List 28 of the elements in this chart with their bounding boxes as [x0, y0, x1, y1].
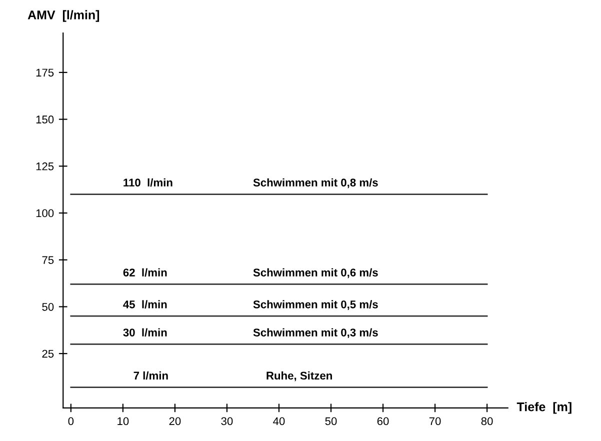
annotation: Schwimmen mit 0,6 m/s [253, 268, 378, 278]
annotation: 30 l/min [123, 328, 167, 337]
annotation: Schwimmen mit 0,5 m/s [253, 300, 378, 310]
x-tick-label: 40 [273, 417, 285, 426]
x-tick-label: 70 [429, 417, 441, 426]
y-tick-label: 175 [36, 68, 54, 77]
x-tick-label: 20 [169, 417, 181, 426]
annotation: 45 l/min [123, 300, 167, 308]
annotation: 110 l/min [124, 178, 172, 187]
y-tick-label: 100 [36, 209, 54, 218]
annotation: Ruhe, Sitzen [266, 371, 332, 382]
y-tick-label: 125 [36, 162, 54, 170]
annotation: 62 l/min [123, 268, 167, 277]
x-tick-label: 30 [221, 417, 233, 426]
y-axis-title: AMV [l/min] [28, 10, 100, 22]
x-tick-label: 0 [68, 417, 74, 426]
x-axis-title: Tiefe [m] [516, 402, 572, 414]
y-tick-label: 75 [42, 256, 54, 264]
x-tick-label: 60 [377, 417, 389, 426]
y-tick-label: 50 [42, 302, 54, 311]
x-tick-label: 10 [118, 417, 129, 426]
x-tick-label: 50 [325, 417, 337, 426]
annotation: 7 l/min [134, 371, 168, 380]
x-tick-label: 80 [481, 417, 493, 426]
y-tick-label: 25 [42, 350, 54, 358]
annotation: Schwimmen mit 0,3 m/s [253, 328, 378, 338]
annotation: Schwimmen mit 0,8 m/s [253, 178, 378, 188]
y-tick-label: 150 [36, 116, 54, 124]
